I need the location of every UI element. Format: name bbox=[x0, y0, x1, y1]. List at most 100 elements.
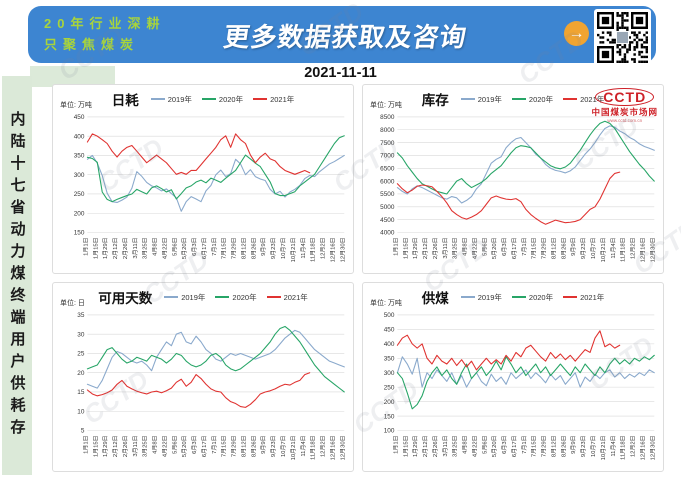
svg-text:400: 400 bbox=[74, 133, 85, 140]
svg-text:35: 35 bbox=[77, 312, 85, 319]
svg-text:12月30日: 12月30日 bbox=[339, 435, 346, 460]
chart-legend: 2019年 2020年 2021年 bbox=[460, 292, 604, 303]
svg-text:7500: 7500 bbox=[380, 140, 395, 147]
svg-text:1月15日: 1月15日 bbox=[92, 237, 99, 259]
legend-item: 2021年 bbox=[266, 292, 308, 303]
svg-text:6500: 6500 bbox=[380, 165, 395, 172]
svg-text:2月26日: 2月26日 bbox=[122, 237, 129, 259]
series-line-2021年 bbox=[396, 171, 621, 225]
svg-text:11月18日: 11月18日 bbox=[620, 237, 627, 262]
svg-text:4月8日: 4月8日 bbox=[462, 435, 469, 453]
slogan-line1: 20年行业深耕 bbox=[44, 16, 166, 31]
banner-title: 更多数据获取及咨询 bbox=[221, 22, 469, 52]
legend-swatch bbox=[460, 296, 475, 298]
svg-text:8月12日: 8月12日 bbox=[240, 435, 247, 457]
svg-text:6月3日: 6月3日 bbox=[501, 237, 508, 255]
svg-text:11月18日: 11月18日 bbox=[620, 435, 627, 460]
cctd-brand: CCTD bbox=[595, 88, 655, 107]
svg-text:9月23日: 9月23日 bbox=[270, 237, 277, 259]
svg-text:9月23日: 9月23日 bbox=[580, 237, 587, 259]
svg-text:9月9日: 9月9日 bbox=[260, 435, 267, 453]
svg-text:150: 150 bbox=[384, 413, 395, 420]
svg-text:300: 300 bbox=[74, 172, 85, 179]
svg-text:12月16日: 12月16日 bbox=[639, 237, 646, 262]
svg-text:4000: 4000 bbox=[380, 230, 395, 237]
svg-text:11月4日: 11月4日 bbox=[300, 237, 307, 258]
series-line-2019年 bbox=[86, 154, 345, 212]
chart-card-daily-consumption: 日耗 2019年 2020年 2021年 单位: 万吨 150 200 250 300 35… bbox=[52, 84, 354, 274]
svg-text:3月11日: 3月11日 bbox=[132, 237, 139, 258]
svg-text:12月2日: 12月2日 bbox=[630, 237, 637, 259]
legend-item: 2021年 bbox=[563, 94, 604, 105]
legend-item: 2020年 bbox=[511, 292, 553, 303]
chart-title: 可用天数 bbox=[98, 291, 153, 306]
svg-text:100: 100 bbox=[384, 428, 395, 435]
svg-text:11月4日: 11月4日 bbox=[300, 435, 307, 456]
svg-text:8000: 8000 bbox=[380, 127, 395, 134]
svg-text:6月17日: 6月17日 bbox=[201, 435, 208, 457]
svg-text:4月22日: 4月22日 bbox=[471, 237, 478, 259]
svg-text:25: 25 bbox=[77, 351, 85, 358]
series-line-2020年 bbox=[86, 325, 345, 393]
svg-text:1月29日: 1月29日 bbox=[412, 435, 419, 457]
svg-text:5月20日: 5月20日 bbox=[491, 435, 498, 457]
svg-text:12月2日: 12月2日 bbox=[320, 237, 327, 259]
svg-text:7月1日: 7月1日 bbox=[211, 237, 218, 255]
chart-header: 日耗 2019年 2020年 2021年 bbox=[53, 85, 353, 110]
svg-text:1月1日: 1月1日 bbox=[82, 435, 89, 453]
svg-text:10月7日: 10月7日 bbox=[280, 435, 287, 457]
svg-text:5月6日: 5月6日 bbox=[481, 435, 488, 453]
svg-text:3月25日: 3月25日 bbox=[452, 237, 459, 259]
chart-legend: 2019年 2020年 2021年 bbox=[164, 292, 308, 303]
legend-swatch bbox=[266, 296, 281, 298]
legend-swatch bbox=[563, 296, 578, 298]
svg-text:9月9日: 9月9日 bbox=[570, 237, 577, 255]
svg-text:2月26日: 2月26日 bbox=[122, 435, 129, 457]
legend-item: 2021年 bbox=[253, 94, 294, 105]
svg-text:7月29日: 7月29日 bbox=[231, 237, 238, 259]
svg-text:5月20日: 5月20日 bbox=[181, 435, 188, 457]
svg-text:1月29日: 1月29日 bbox=[102, 237, 109, 259]
series-line-2019年 bbox=[396, 125, 655, 204]
svg-text:8月26日: 8月26日 bbox=[250, 435, 257, 457]
svg-text:9月9日: 9月9日 bbox=[570, 435, 577, 453]
legend-item: 2020年 bbox=[201, 94, 243, 105]
svg-text:12月30日: 12月30日 bbox=[339, 237, 346, 262]
series-line-2019年 bbox=[86, 329, 345, 389]
axis-unit-label: 单位: 日 bbox=[60, 300, 85, 307]
svg-text:4月8日: 4月8日 bbox=[152, 237, 159, 255]
decor-block bbox=[30, 66, 115, 87]
svg-text:5000: 5000 bbox=[380, 204, 395, 211]
svg-text:450: 450 bbox=[74, 114, 85, 121]
svg-text:30: 30 bbox=[77, 331, 85, 338]
chart-grid: 日耗 2019年 2020年 2021年 单位: 万吨 150 200 250 300 35… bbox=[52, 84, 664, 472]
svg-text:2月26日: 2月26日 bbox=[432, 237, 439, 259]
qr-code bbox=[594, 9, 651, 71]
svg-text:500: 500 bbox=[384, 312, 395, 319]
chart-title: 供煤 bbox=[421, 291, 449, 306]
chart-header: 可用天数 2019年 2020年 2021年 bbox=[53, 283, 353, 308]
svg-text:12月16日: 12月16日 bbox=[329, 237, 336, 262]
svg-text:1月15日: 1月15日 bbox=[402, 237, 409, 259]
legend-swatch bbox=[511, 98, 526, 100]
svg-text:2月12日: 2月12日 bbox=[112, 237, 119, 259]
legend-swatch bbox=[511, 296, 526, 298]
svg-text:400: 400 bbox=[384, 341, 395, 348]
svg-text:5500: 5500 bbox=[380, 191, 395, 198]
svg-text:10月7日: 10月7日 bbox=[590, 237, 597, 259]
svg-text:2月12日: 2月12日 bbox=[112, 435, 119, 457]
legend-swatch bbox=[253, 98, 268, 100]
axis-unit-label: 单位: 万吨 bbox=[370, 300, 402, 307]
svg-text:5月6日: 5月6日 bbox=[171, 435, 178, 453]
chart-header: 供煤 2019年 2020年 2021年 bbox=[363, 283, 663, 308]
svg-text:10月21日: 10月21日 bbox=[600, 435, 607, 460]
svg-text:8月12日: 8月12日 bbox=[240, 237, 247, 259]
svg-text:2月12日: 2月12日 bbox=[422, 435, 429, 457]
legend-item: 2020年 bbox=[511, 94, 553, 105]
svg-text:3月25日: 3月25日 bbox=[142, 435, 149, 457]
series-line-2020年 bbox=[396, 120, 655, 195]
svg-text:9月9日: 9月9日 bbox=[260, 237, 267, 255]
svg-text:7月29日: 7月29日 bbox=[541, 435, 548, 457]
slogan-line2: 只聚焦煤炭 bbox=[44, 36, 140, 52]
